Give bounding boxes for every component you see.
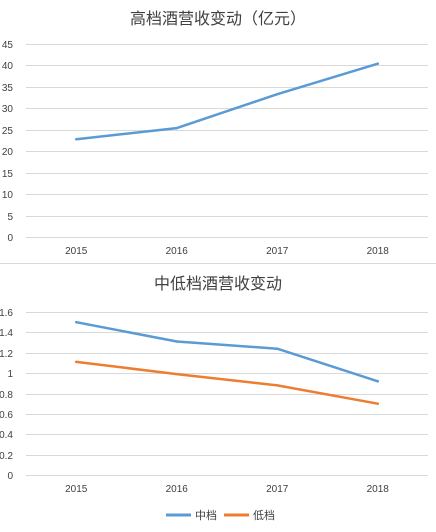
legend-label: 中档 [195,508,217,522]
x-tick-label: 2016 [166,246,189,257]
x-tick-label: 2015 [65,484,88,495]
data-point [75,360,78,364]
data-point [376,402,379,405]
legend: 中档 低档 [166,508,275,522]
y-tick-label: 0 [7,471,13,482]
chart-title: 高档酒营收变动（亿元） [130,9,306,28]
series-line-1 [75,360,380,405]
data-point [75,321,78,324]
series-group [75,320,380,405]
y-tick-label: 15 [2,169,14,180]
y-tick-label: 0.2 [0,451,13,462]
data-point [276,93,279,96]
x-tick-label: 2017 [266,484,289,495]
x-axis-ticks: 2015 2016 2017 2018 [65,484,389,495]
x-tick-label: 2016 [166,484,189,495]
y-tick-label: 1.6 [0,308,13,319]
y-tick-label: 0 [7,233,13,244]
chart-title: 中低档酒营收变动 [154,274,282,293]
y-tick-label: 1.4 [0,328,13,339]
y-tick-label: 0.8 [0,390,13,401]
y-tick-label: 30 [2,104,14,115]
y-tick-label: 40 [2,61,14,72]
series-line-0 [75,62,380,141]
data-point [175,340,178,343]
y-tick-label: 10 [2,190,14,201]
y-axis-ticks: 0 0.2 0.4 0.6 0.8 1 1.2 1.4 1.6 [0,308,13,482]
y-tick-label: 20 [2,147,14,158]
x-axis-ticks: 2015 2016 2017 2018 [65,246,389,257]
y-tick-label: 35 [2,83,14,94]
data-point [376,62,379,65]
data-point [376,380,379,383]
x-tick-label: 2017 [266,246,289,257]
y-tick-label: 1.2 [0,349,13,360]
data-point [175,126,178,130]
x-tick-label: 2018 [367,246,390,257]
series-group [75,62,380,141]
gridlines [26,312,428,476]
data-point [276,347,279,350]
series-line-0 [75,320,380,383]
gridlines [26,44,428,238]
y-tick-label: 5 [7,212,13,223]
y-tick-label: 1 [7,369,13,380]
chart-mid-low-revenue: 中低档酒营收变动 00.20.40.60.811.21.41.6 2015 201… [0,274,428,495]
data-point [276,384,279,387]
data-point [75,138,78,141]
x-tick-label: 2015 [65,246,88,257]
y-tick-label: 0.4 [0,430,13,441]
y-tick-label: 45 [2,40,14,51]
data-point [175,372,178,376]
y-tick-label: 0.6 [0,410,13,421]
x-tick-label: 2018 [367,484,390,495]
y-axis-ticks: 0 5 10 15 20 25 30 35 40 45 [2,40,14,244]
y-tick-label: 25 [2,126,14,137]
legend-label: 低档 [253,508,275,522]
